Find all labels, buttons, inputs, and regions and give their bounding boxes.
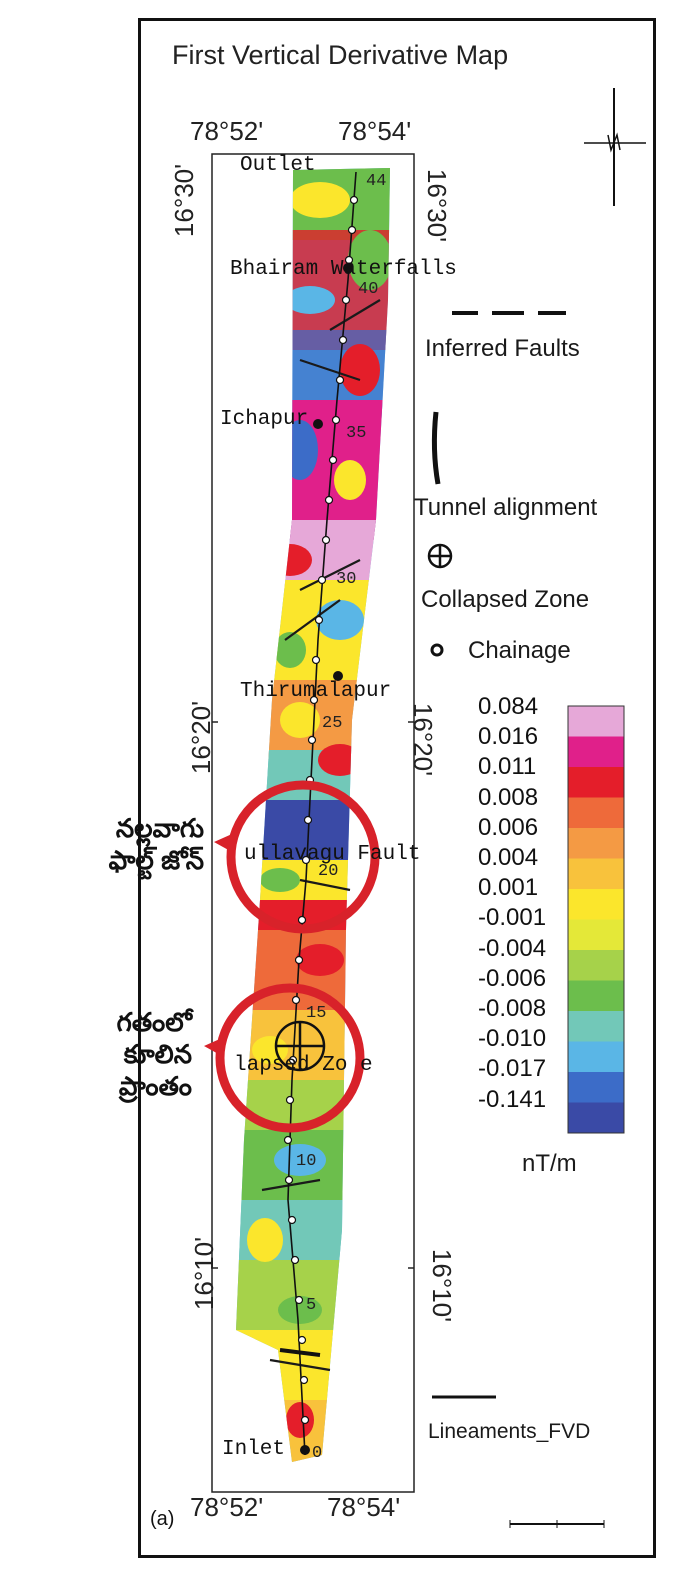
lon-label-top-left: 78°52': [190, 116, 264, 146]
inlet-dot: [300, 1445, 310, 1455]
nallavagu-telugu-line-1: నల్లవాగు: [115, 813, 204, 843]
place-outlet: Outlet: [240, 154, 316, 177]
nallavagu-telugu-line-2: ఫాల్ట్ జోన్: [108, 845, 204, 875]
north-arrow-icon: [584, 88, 646, 206]
lon-label-bottom-right: 78°54': [327, 1492, 401, 1522]
colorbar-swatch: [568, 1072, 624, 1103]
chainage-30: 30: [336, 570, 357, 589]
collapsed-zone-symbol: [274, 1020, 326, 1072]
place-bhairam-waterfalls: Bhairam Waterfalls: [230, 258, 457, 281]
colorbar-swatch: [568, 736, 624, 767]
legend-lineaments-fvd: Lineaments_FVD: [428, 1420, 591, 1443]
colorbar-label: -0.004: [478, 934, 547, 962]
colorbar-label: 0.008: [478, 783, 539, 811]
colorbar: [567, 705, 625, 1134]
colorbar-label: -0.017: [478, 1055, 547, 1083]
legend-tunnel-alignment: Tunnel alignment: [414, 494, 598, 521]
colorbar-label: -0.001: [478, 904, 547, 932]
collapsed-telugu-line-1: గతంలో: [116, 1007, 192, 1037]
colorbar-swatch: [568, 828, 624, 859]
chainage-0: 0: [312, 1444, 323, 1463]
chainage-44: 44: [366, 172, 387, 191]
colorbar-swatch: [568, 706, 624, 737]
colorbar-border: [567, 705, 625, 1134]
colorbar-label: 0.011: [478, 753, 537, 781]
colorbar-label: 0.006: [478, 813, 539, 841]
legend-collapsed-zone: Collapsed Zone: [421, 586, 590, 613]
legend-inferred-faults: Inferred Faults: [425, 335, 580, 362]
colorbar-label: 0.016: [478, 723, 539, 751]
panel-label: (a): [150, 1508, 175, 1530]
chainage-legend-icon: [430, 643, 444, 657]
place-thirumalapur: Thirumalapur: [240, 680, 392, 703]
collapsed-telugu-annotation: గతంలో కూలిన ప్రాంతం: [117, 1006, 192, 1102]
chainage-25: 25: [322, 714, 343, 733]
map-title: First Vertical Derivative Map: [172, 40, 509, 70]
colorbar-label: -0.010: [478, 1025, 547, 1053]
chainage-20: 20: [318, 862, 339, 881]
collapsed-zone-legend-icon: [427, 543, 453, 569]
colorbar-swatch: [568, 889, 624, 920]
colorbar-swatch: [568, 1011, 624, 1042]
place-collapsed-zone: lapsed Zo e: [234, 1054, 373, 1077]
collapsed-telugu-line-2: కూలిన: [123, 1039, 192, 1069]
colorbar-label: 0.001: [478, 874, 539, 902]
nallavagu-pointer: [214, 834, 232, 852]
colorbar-label: -0.008: [478, 995, 547, 1022]
lon-label-bottom-left: 78°52': [190, 1492, 264, 1522]
place-nallavagu-fault: ullavagu Fault: [244, 843, 421, 866]
colorbar-label: 0.084: [478, 693, 539, 720]
nallavagu-highlight-circle: [226, 780, 380, 934]
chainage-5: 5: [306, 1296, 317, 1315]
thirumalapur-dot: [333, 671, 343, 681]
bhairam-dot: [343, 263, 353, 273]
map-inner-frame: [211, 153, 415, 1493]
tunnel-alignment-symbol: [431, 411, 441, 485]
colorbar-unit: nT/m: [522, 1150, 577, 1177]
colorbar-swatch: [568, 919, 624, 950]
nallavagu-telugu-annotation: నల్లవాగు ఫాల్ట్ జోన్: [109, 812, 204, 876]
place-inlet: Inlet: [222, 1438, 286, 1461]
ichapur-dot: [313, 419, 323, 429]
chainage-markers: [283, 195, 359, 1425]
colorbar-swatch: [568, 767, 624, 798]
colorbar-swatch: [568, 858, 624, 889]
colorbar-swatch: [568, 797, 624, 828]
collapsed-pointer: [204, 1038, 222, 1056]
chainage-10: 10: [296, 1152, 317, 1171]
place-ichapur: Ichapur: [220, 408, 309, 431]
chainage-35: 35: [346, 424, 367, 443]
scale-bar: [509, 1520, 605, 1528]
legend-chainage: Chainage: [468, 637, 571, 664]
chainage-15: 15: [306, 1004, 327, 1023]
colorbar-swatch: [568, 980, 624, 1011]
colorbar-label: -0.006: [478, 964, 547, 992]
lon-label-top-right: 78°54': [338, 116, 412, 146]
colorbar-label: -0.141: [478, 1085, 547, 1113]
collapsed-telugu-line-3: ప్రాంతం: [118, 1071, 192, 1101]
collapsed-highlight-circle: [215, 983, 365, 1133]
chainage-40: 40: [358, 280, 379, 299]
colorbar-swatch: [568, 1102, 624, 1133]
colorbar-label: 0.004: [478, 844, 539, 871]
colorbar-swatch: [568, 950, 624, 981]
colorbar-swatch: [568, 1041, 624, 1072]
